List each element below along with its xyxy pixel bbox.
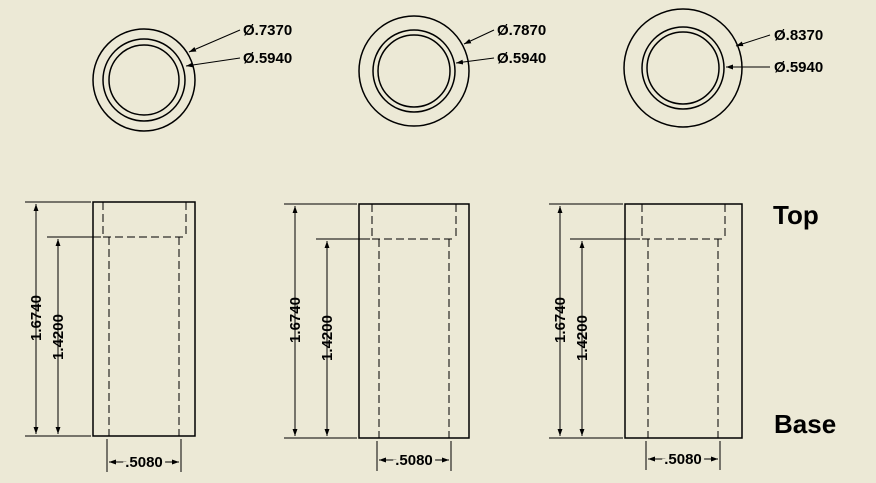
- part-3-inner-circle: [646, 31, 720, 105]
- part-2-inner-diameter: Ø.5940: [497, 50, 546, 67]
- part-2-overall-height: 1.6740: [287, 297, 304, 343]
- part-1-inner-circle: [108, 44, 180, 116]
- part-3-body-outline: [624, 203, 743, 439]
- part-3-overall-height: 1.6740: [552, 297, 569, 343]
- base-label: Base: [774, 409, 836, 439]
- part-3-bore-depth: 1.4200: [574, 315, 591, 361]
- part-1-outer-circle: [92, 28, 196, 132]
- part-1-body-outline: [92, 201, 196, 437]
- part-2-base-width: .5080: [395, 452, 433, 469]
- part-1-outer-leader: [188, 29, 241, 53]
- part-2-outer-leader: [463, 29, 495, 45]
- part-3-bore-circle: [641, 26, 725, 110]
- part-1-overall-height: 1.6740: [28, 295, 45, 341]
- part-2-outer-diameter: Ø.7870: [497, 22, 546, 39]
- part-2-bore-circle: [372, 29, 456, 113]
- part-1-inner-diameter: Ø.5940: [243, 50, 292, 67]
- part-2-inner-leader: [455, 57, 495, 65]
- part-3-base-width: .5080: [664, 451, 702, 468]
- part-1-bore-circle: [102, 38, 186, 122]
- part-2-top-view: Ø.7870 Ø.5940: [358, 15, 546, 127]
- part-3-outer-diameter: Ø.8370: [774, 27, 823, 44]
- part-1-top-view: Ø.7370 Ø.5940: [92, 22, 292, 132]
- part-3-outer-leader: [735, 34, 771, 47]
- part-2-bore-depth: 1.4200: [319, 315, 336, 361]
- part-1-base-width: .5080: [125, 454, 163, 471]
- part-3: Ø.8370 Ø.5940 1.6740 1.4200 .5080: [549, 8, 823, 471]
- part-3-outer-circle: [623, 8, 743, 128]
- part-1-inner-leader: [185, 57, 241, 68]
- part-3-inner-diameter: Ø.5940: [774, 59, 823, 76]
- part-2: Ø.7870 Ø.5940 1.6740 1.4200 .5080: [284, 15, 546, 472]
- part-3-side-view: 1.6740 1.4200 .5080: [549, 203, 743, 471]
- part-2-side-view: 1.6740 1.4200 .5080: [284, 203, 470, 472]
- part-1-outer-diameter: Ø.7370: [243, 22, 292, 39]
- part-2-inner-circle: [377, 34, 451, 108]
- part-2-outer-circle: [358, 15, 470, 127]
- part-2-body-outline: [358, 203, 470, 439]
- part-1-bore-depth: 1.4200: [50, 314, 67, 360]
- top-label: Top: [773, 200, 819, 230]
- part-1-side-view: 1.6740 1.4200 .5080: [25, 201, 196, 474]
- part-3-top-view: Ø.8370 Ø.5940: [623, 8, 823, 128]
- part-1: Ø.7370 Ø.5940 1.6740 1.4200 .5080: [25, 22, 292, 474]
